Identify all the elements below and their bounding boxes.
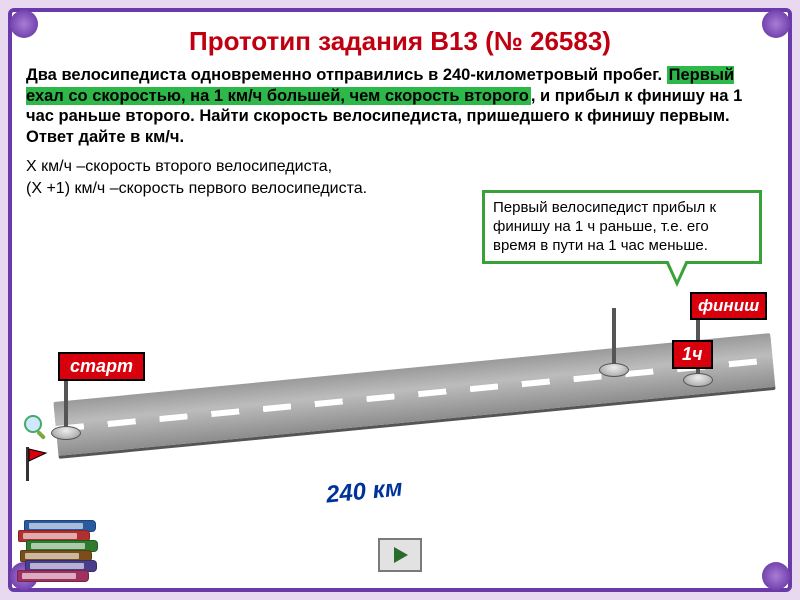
- books-stack-icon: [20, 522, 92, 582]
- flag-finish-label: финиш: [690, 292, 767, 320]
- road-dashes: [56, 357, 773, 432]
- road: [53, 333, 775, 456]
- callout-note: Первый велосипедист прибыл к финишу на 1…: [482, 190, 762, 264]
- problem-text: Два велосипедиста одновременно отправили…: [26, 65, 774, 148]
- var-line-1: Х км/ч –скорость второго велосипедиста,: [26, 156, 774, 178]
- note-text: Первый велосипедист прибыл к финишу на 1…: [493, 199, 716, 254]
- flag-pole: [64, 381, 68, 429]
- flag-mid: [606, 308, 629, 377]
- problem-part1: Два велосипедиста одновременно отправили…: [26, 66, 667, 84]
- slide-title: Прототип задания В13 (№ 26583): [26, 26, 774, 57]
- next-button[interactable]: [378, 538, 422, 572]
- decorative-flag-icon: [24, 447, 48, 486]
- flag-base: [599, 363, 629, 377]
- title-text: Прототип задания В13 (№ 26583): [189, 26, 611, 56]
- book: [17, 570, 89, 582]
- magnifier-icon: [22, 413, 52, 448]
- flag-pole: [612, 308, 616, 366]
- slide-frame: Прототип задания В13 (№ 26583) Два велос…: [8, 8, 792, 592]
- distance-label: 240 км: [325, 474, 404, 509]
- callout-tail-inner: [668, 260, 686, 280]
- play-icon: [390, 545, 410, 565]
- flag-start: старт: [58, 352, 145, 440]
- flag-base: [683, 373, 713, 387]
- slide-content: Прототип задания В13 (№ 26583) Два велос…: [26, 22, 774, 578]
- diagram-scene: старт финиш 1ч 240 км: [26, 322, 774, 542]
- flag-base: [51, 426, 81, 440]
- time-difference-label: 1ч: [672, 340, 713, 369]
- flag-start-label: старт: [58, 352, 145, 381]
